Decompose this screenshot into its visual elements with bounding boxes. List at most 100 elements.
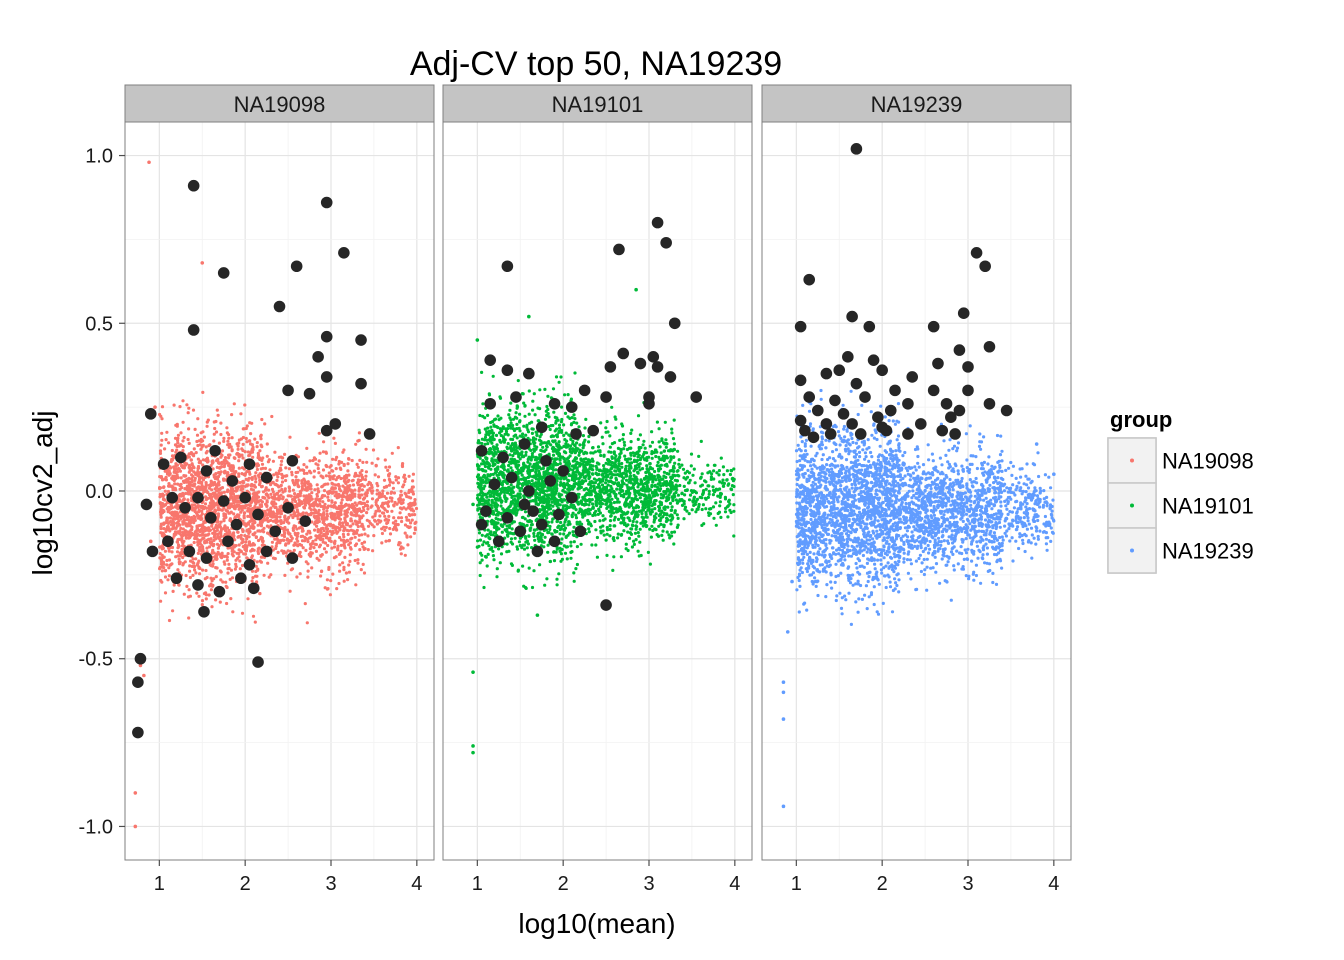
data-point xyxy=(305,446,309,450)
data-point xyxy=(557,524,561,528)
data-point xyxy=(201,478,206,482)
data-point xyxy=(334,527,338,532)
data-point xyxy=(213,495,217,499)
data-point xyxy=(511,532,515,536)
highlight-point xyxy=(187,324,200,336)
data-point xyxy=(512,485,516,489)
highlight-point xyxy=(260,545,273,558)
highlight-point xyxy=(144,408,157,420)
data-point xyxy=(260,485,264,489)
data-point xyxy=(181,439,185,443)
data-point xyxy=(351,522,355,526)
data-point xyxy=(508,446,512,450)
data-point xyxy=(170,545,175,550)
data-point xyxy=(499,511,503,516)
data-point xyxy=(575,441,579,445)
data-point xyxy=(323,541,328,545)
data-point xyxy=(342,448,346,452)
data-point xyxy=(484,433,488,437)
data-point xyxy=(571,476,575,480)
data-point xyxy=(330,500,334,504)
data-point xyxy=(220,486,225,490)
data-point xyxy=(267,575,271,579)
data-point xyxy=(573,371,577,375)
data-point xyxy=(190,487,194,492)
data-point xyxy=(239,533,243,538)
data-point xyxy=(375,488,379,492)
data-point xyxy=(534,462,538,466)
data-point xyxy=(191,408,196,412)
data-point xyxy=(319,504,323,508)
data-point xyxy=(280,487,284,492)
data-point xyxy=(548,527,552,532)
data-point xyxy=(176,543,181,547)
data-point xyxy=(308,531,312,535)
data-point xyxy=(198,523,202,528)
data-point xyxy=(526,428,530,432)
highlight-point xyxy=(192,491,204,504)
data-point xyxy=(231,610,235,614)
data-point xyxy=(524,540,528,544)
data-point xyxy=(254,564,258,568)
data-point xyxy=(270,414,274,419)
data-point xyxy=(374,463,378,467)
data-point xyxy=(217,487,221,491)
data-point xyxy=(235,499,239,504)
data-point xyxy=(567,484,572,488)
data-point xyxy=(481,543,485,547)
data-point xyxy=(207,545,212,549)
data-point xyxy=(339,549,343,553)
data-point xyxy=(298,572,302,576)
data-point xyxy=(275,515,279,519)
data-point xyxy=(343,489,347,493)
data-point xyxy=(499,552,504,556)
data-point xyxy=(197,565,201,569)
data-point xyxy=(273,450,277,454)
data-point xyxy=(347,570,351,574)
data-point xyxy=(189,516,194,520)
data-point xyxy=(165,563,169,567)
data-point xyxy=(167,618,172,623)
data-point xyxy=(175,550,180,554)
data-point xyxy=(314,462,318,466)
data-point xyxy=(322,547,327,551)
data-point xyxy=(484,456,488,461)
data-point xyxy=(227,511,231,515)
data-point xyxy=(160,431,164,435)
data-point xyxy=(252,548,256,552)
data-point xyxy=(173,436,178,440)
data-point xyxy=(220,449,225,453)
data-point xyxy=(573,417,577,421)
data-point xyxy=(384,465,388,469)
data-point xyxy=(342,529,346,533)
data-point xyxy=(407,504,411,508)
data-point xyxy=(291,478,295,483)
data-point xyxy=(524,433,528,437)
data-point xyxy=(240,506,244,510)
data-point xyxy=(357,538,361,542)
data-point xyxy=(182,466,186,470)
data-point xyxy=(394,475,398,479)
data-point xyxy=(172,514,176,518)
data-point xyxy=(358,500,362,505)
data-point xyxy=(261,466,265,470)
data-point xyxy=(564,535,568,540)
data-point xyxy=(228,518,232,523)
data-point xyxy=(569,503,573,507)
data-point xyxy=(162,566,166,570)
data-point xyxy=(543,472,547,476)
data-point xyxy=(246,509,250,513)
data-point xyxy=(163,447,167,451)
data-point xyxy=(190,499,194,503)
data-point xyxy=(209,479,213,483)
data-point xyxy=(260,500,264,504)
data-point xyxy=(190,463,194,467)
data-point xyxy=(232,545,236,549)
data-point xyxy=(337,462,341,466)
data-point xyxy=(530,585,535,590)
data-point xyxy=(246,450,250,454)
data-point xyxy=(497,547,501,551)
data-point xyxy=(236,447,240,451)
data-point xyxy=(178,469,182,473)
data-point xyxy=(288,435,292,439)
